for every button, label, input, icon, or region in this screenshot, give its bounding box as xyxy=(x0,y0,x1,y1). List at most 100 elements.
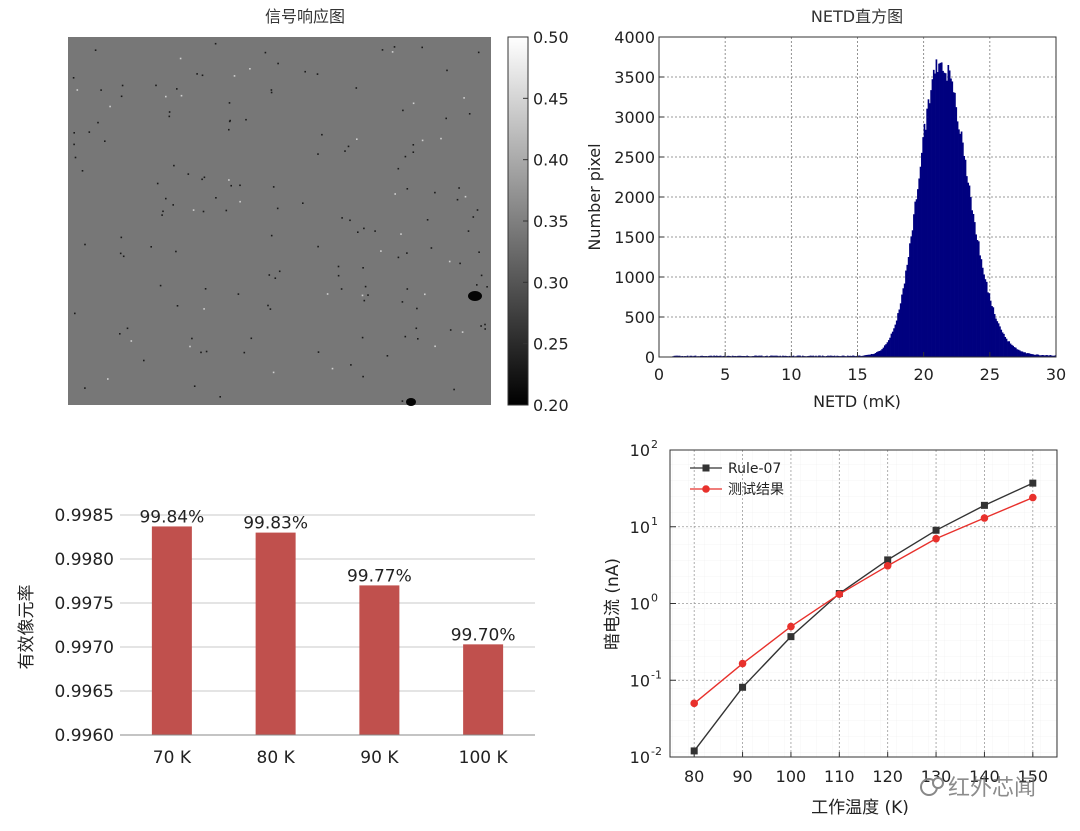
watermark: 红外芯闻 xyxy=(920,776,1036,801)
netd-bar xyxy=(1044,355,1046,357)
defect-pixel xyxy=(459,262,461,265)
defect-pixel xyxy=(380,250,382,252)
netd-bar xyxy=(894,324,897,357)
netd-bar xyxy=(991,306,993,357)
defect-pixel xyxy=(121,84,124,87)
netd-bar xyxy=(1041,355,1044,357)
dark-current-series xyxy=(690,479,1037,755)
netd-bar xyxy=(1032,354,1034,357)
dark-current-y-tick-exponent: -2 xyxy=(651,745,662,758)
netd-bar xyxy=(825,355,828,357)
netd-bar xyxy=(701,355,704,357)
defect-pixel xyxy=(203,176,206,179)
netd-bar xyxy=(901,294,903,357)
netd-bar xyxy=(811,355,813,357)
defect-pixel xyxy=(484,328,486,330)
defect-pixel xyxy=(302,202,304,204)
colorbar-tick-label: 0.50 xyxy=(533,28,569,47)
netd-bar xyxy=(758,355,760,357)
netd-bar xyxy=(883,345,886,357)
colorbar-tick-label: 0.30 xyxy=(533,273,569,292)
netd-y-tick-label: 1000 xyxy=(614,268,655,287)
netd-bar xyxy=(774,355,776,357)
netd-bar xyxy=(967,182,970,357)
netd-bar xyxy=(862,355,865,357)
series-point xyxy=(1029,493,1037,502)
netd-bar xyxy=(852,355,854,357)
defect-pixel xyxy=(412,102,415,105)
netd-bar xyxy=(877,351,880,357)
effective-pixel-bars: 99.84% 99.83% 99.77% 99.70% xyxy=(139,507,516,735)
netd-bar xyxy=(999,326,1001,357)
dark-current-y-tick-exponent: 1 xyxy=(651,515,658,528)
defect-pixel xyxy=(363,227,365,230)
defect-pixel xyxy=(448,260,451,263)
netd-bar xyxy=(963,155,966,357)
defect-pixel xyxy=(406,188,409,190)
netd-bar xyxy=(893,328,895,357)
defect-pixel xyxy=(331,367,334,370)
defect-pixel xyxy=(434,191,436,194)
netd-bar xyxy=(1020,351,1022,357)
netd-bar xyxy=(797,355,800,357)
netd-bar xyxy=(954,92,956,358)
defect-pixel xyxy=(175,250,177,253)
defect-pixel xyxy=(168,111,171,113)
netd-bar xyxy=(827,355,829,357)
netd-bar xyxy=(700,355,702,357)
netd-bar xyxy=(913,214,915,357)
defect-pixel xyxy=(272,186,275,188)
netd-bar xyxy=(976,240,979,357)
defect-pixel xyxy=(172,204,174,206)
netd-bar xyxy=(812,355,815,357)
defect-pixel xyxy=(341,217,343,219)
defect-pixel xyxy=(233,75,236,77)
defect-pixel xyxy=(74,312,76,315)
defect-pixel xyxy=(219,396,221,398)
netd-bar xyxy=(924,129,927,357)
netd-bar xyxy=(971,210,973,357)
defect-pixel xyxy=(476,284,478,286)
netd-bar xyxy=(985,281,988,357)
netd-bar xyxy=(829,355,832,357)
defect-pixel xyxy=(225,209,228,212)
netd-bar xyxy=(1007,341,1009,357)
effective-pixel-y-label: 有效像元率 xyxy=(17,585,37,670)
netd-bar xyxy=(897,313,899,357)
netd-bar xyxy=(979,255,981,357)
watermark-text: 红外芯闻 xyxy=(948,776,1036,801)
netd-bar xyxy=(737,355,739,357)
netd-bar xyxy=(928,103,931,357)
netd-bar xyxy=(910,236,913,357)
defect-pixel xyxy=(201,74,204,77)
netd-x-tick-label: 15 xyxy=(847,365,867,384)
defect-pixel xyxy=(202,210,205,213)
netd-bar xyxy=(1024,352,1026,357)
defect-pixel xyxy=(393,46,396,48)
netd-bar xyxy=(759,355,762,357)
netd-bar xyxy=(934,73,936,357)
netd-bar xyxy=(1025,353,1028,357)
netd-bar xyxy=(1004,336,1007,357)
defect-pixel xyxy=(468,113,471,115)
netd-histogram-panel: NETD直方图 0 5 10 15 20 25 30 0 500 1000 1500 2000 2500… xyxy=(585,7,1066,411)
effective-pixel-y-tick-label: 0.9985 xyxy=(55,506,114,526)
netd-y-tick-label: 0 xyxy=(645,348,655,367)
netd-bar xyxy=(881,349,883,357)
defect-pixel xyxy=(228,179,230,181)
defect-pixel xyxy=(156,182,159,185)
netd-x-tick-label: 0 xyxy=(654,365,664,384)
defect-pixel xyxy=(317,153,319,155)
netd-bar xyxy=(1036,354,1038,357)
defect-pixel xyxy=(196,73,198,75)
netd-x-tick-label: 5 xyxy=(720,365,730,384)
legend-marker-rule07 xyxy=(702,464,710,472)
colorbar-tick-label: 0.45 xyxy=(533,89,569,108)
defect-pixel xyxy=(270,234,273,237)
defect-pixel xyxy=(421,139,424,142)
netd-y-label: Number pixel xyxy=(585,143,604,250)
netd-bar xyxy=(975,234,977,357)
defect-pixel xyxy=(402,109,404,112)
netd-bar xyxy=(858,355,861,357)
effective-pixel-data-label: 99.84% xyxy=(139,507,204,527)
